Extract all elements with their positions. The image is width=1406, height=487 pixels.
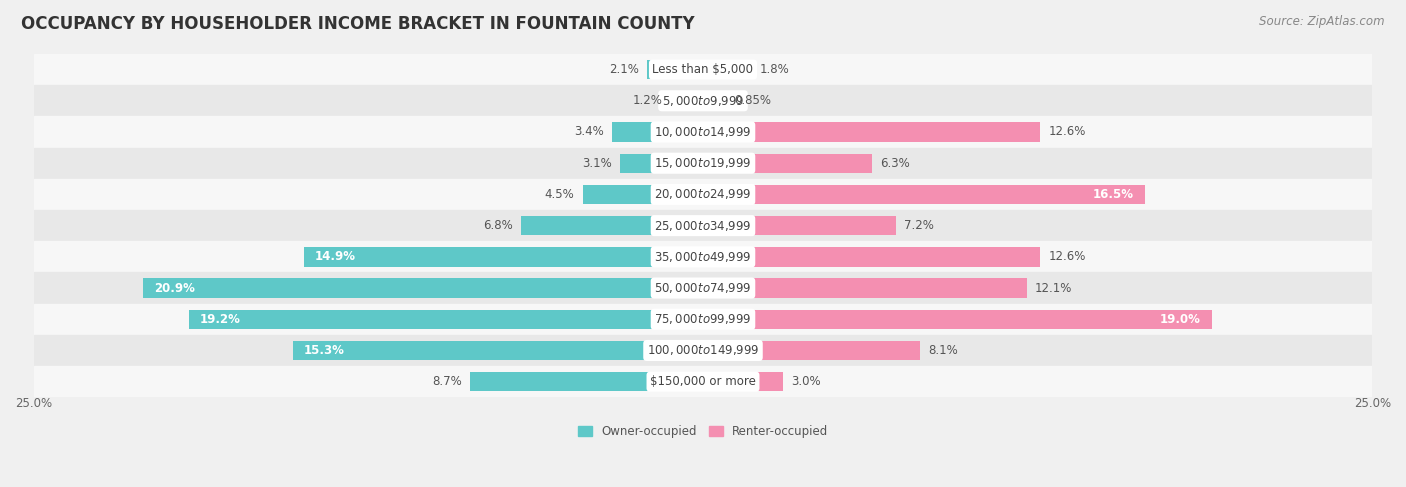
Text: 4.5%: 4.5%	[544, 188, 575, 201]
Text: $35,000 to $49,999: $35,000 to $49,999	[654, 250, 752, 264]
Text: 3.4%: 3.4%	[574, 126, 605, 138]
Text: $100,000 to $149,999: $100,000 to $149,999	[647, 343, 759, 357]
Text: 8.7%: 8.7%	[432, 375, 463, 388]
Bar	[34, 148, 1372, 179]
Text: $75,000 to $99,999: $75,000 to $99,999	[654, 312, 752, 326]
Text: $5,000 to $9,999: $5,000 to $9,999	[662, 94, 744, 108]
Bar	[647, 60, 703, 79]
Text: 6.8%: 6.8%	[484, 219, 513, 232]
Bar	[703, 91, 725, 111]
Bar	[304, 247, 703, 266]
Bar	[520, 216, 703, 235]
Text: 14.9%: 14.9%	[315, 250, 356, 263]
Bar	[34, 366, 1372, 397]
Bar	[34, 335, 1372, 366]
Bar	[703, 279, 1026, 298]
Bar	[703, 341, 920, 360]
Text: $25,000 to $34,999: $25,000 to $34,999	[654, 219, 752, 233]
Legend: Owner-occupied, Renter-occupied: Owner-occupied, Renter-occupied	[572, 420, 834, 443]
Text: 19.2%: 19.2%	[200, 313, 240, 326]
Text: 15.3%: 15.3%	[304, 344, 344, 357]
Text: $15,000 to $19,999: $15,000 to $19,999	[654, 156, 752, 170]
Bar	[703, 60, 751, 79]
Bar	[671, 91, 703, 111]
Text: 7.2%: 7.2%	[904, 219, 934, 232]
Bar	[612, 122, 703, 142]
Text: 3.1%: 3.1%	[582, 157, 612, 169]
Text: Less than $5,000: Less than $5,000	[652, 63, 754, 76]
Bar	[703, 310, 1212, 329]
Bar	[620, 153, 703, 173]
Bar	[582, 185, 703, 204]
Text: 12.6%: 12.6%	[1049, 250, 1085, 263]
Text: $150,000 or more: $150,000 or more	[650, 375, 756, 388]
Bar	[703, 216, 896, 235]
Bar	[703, 247, 1040, 266]
Text: $50,000 to $74,999: $50,000 to $74,999	[654, 281, 752, 295]
Text: 2.1%: 2.1%	[609, 63, 638, 76]
Text: $10,000 to $14,999: $10,000 to $14,999	[654, 125, 752, 139]
Text: $20,000 to $24,999: $20,000 to $24,999	[654, 187, 752, 202]
Text: 12.6%: 12.6%	[1049, 126, 1085, 138]
Text: 6.3%: 6.3%	[880, 157, 910, 169]
Text: 25.0%: 25.0%	[1354, 397, 1391, 411]
Bar	[703, 122, 1040, 142]
Text: 12.1%: 12.1%	[1035, 281, 1073, 295]
Bar	[34, 85, 1372, 116]
Bar	[34, 304, 1372, 335]
Bar	[34, 241, 1372, 272]
Bar	[703, 153, 872, 173]
Text: 19.0%: 19.0%	[1160, 313, 1201, 326]
Text: OCCUPANCY BY HOUSEHOLDER INCOME BRACKET IN FOUNTAIN COUNTY: OCCUPANCY BY HOUSEHOLDER INCOME BRACKET …	[21, 15, 695, 33]
Bar	[34, 272, 1372, 304]
Text: 1.2%: 1.2%	[633, 94, 662, 107]
Text: 1.8%: 1.8%	[759, 63, 789, 76]
Text: 25.0%: 25.0%	[15, 397, 52, 411]
Bar	[34, 210, 1372, 241]
Text: 20.9%: 20.9%	[155, 281, 195, 295]
Bar	[470, 372, 703, 392]
Bar	[34, 116, 1372, 148]
Bar	[294, 341, 703, 360]
Bar	[703, 372, 783, 392]
Text: 16.5%: 16.5%	[1092, 188, 1135, 201]
Bar	[34, 179, 1372, 210]
Text: 3.0%: 3.0%	[792, 375, 821, 388]
Bar	[703, 185, 1144, 204]
Bar	[34, 54, 1372, 85]
Bar	[143, 279, 703, 298]
Text: 0.85%: 0.85%	[734, 94, 770, 107]
Text: Source: ZipAtlas.com: Source: ZipAtlas.com	[1260, 15, 1385, 28]
Bar	[188, 310, 703, 329]
Text: 8.1%: 8.1%	[928, 344, 957, 357]
